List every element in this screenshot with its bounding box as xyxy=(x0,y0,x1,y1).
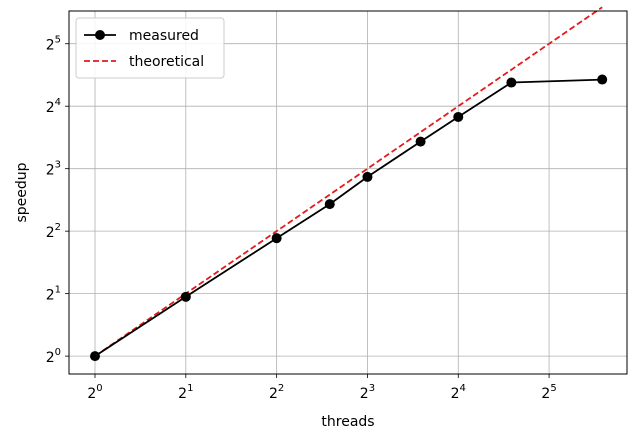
legend: measured theoretical xyxy=(75,17,225,79)
series-line-theoretical xyxy=(94,6,603,357)
x-tick-label: 21 xyxy=(178,383,193,402)
x-tick-label: 24 xyxy=(451,383,466,402)
y-tick-label: 22 xyxy=(46,222,61,241)
x-axis-label: threads xyxy=(321,414,374,430)
x-tick-label: 25 xyxy=(541,383,556,402)
data-point-measured xyxy=(597,74,608,85)
y-tick-label: 23 xyxy=(46,160,61,179)
data-point-measured xyxy=(271,233,282,244)
data-point-measured xyxy=(362,171,373,182)
y-axis-label: speedup xyxy=(14,162,30,222)
x-tick-label: 20 xyxy=(87,383,102,402)
y-tick-label: 25 xyxy=(46,35,61,54)
data-point-measured xyxy=(506,77,517,88)
data-point-measured xyxy=(90,351,101,362)
series-group xyxy=(90,6,608,362)
x-tick-label: 22 xyxy=(269,383,284,402)
y-tick-label: 20 xyxy=(46,347,61,366)
grid-lines xyxy=(69,11,627,374)
plot-frame xyxy=(68,10,628,375)
legend-frame xyxy=(75,17,225,79)
axis-ticks: 20 21 22 23 24 25 20 21 22 23 24 25 xyxy=(46,35,557,402)
y-tick-label: 24 xyxy=(46,97,61,116)
legend-label-theoretical: theoretical xyxy=(129,54,204,70)
data-point-measured xyxy=(453,111,464,122)
legend-marker-measured xyxy=(95,30,105,40)
data-point-measured xyxy=(180,291,191,302)
y-tick-label: 21 xyxy=(46,285,61,304)
data-point-measured xyxy=(415,136,426,147)
legend-label-measured: measured xyxy=(129,28,199,44)
x-tick-label: 23 xyxy=(360,383,375,402)
data-point-measured xyxy=(324,199,335,210)
